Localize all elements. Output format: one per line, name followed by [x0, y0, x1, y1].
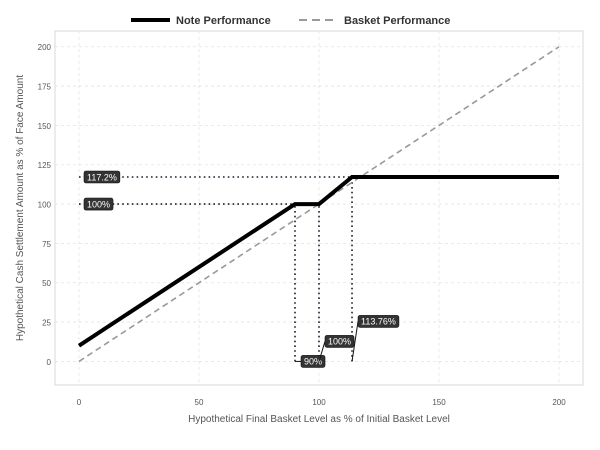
y-tick-label: 200	[38, 43, 52, 52]
annotation-label: 90%	[304, 357, 322, 367]
x-tick-label: 50	[195, 398, 204, 407]
annotation-label: 100%	[87, 199, 110, 209]
annotation-label-box	[324, 335, 355, 348]
legend-label-note-performance: Note Performance	[176, 15, 271, 27]
y-tick-label: 175	[38, 83, 52, 92]
x-tick-label: 100	[312, 398, 326, 407]
y-tick-label: 100	[38, 201, 52, 210]
reference-lines	[79, 176, 353, 362]
annotation-label-box	[83, 170, 121, 184]
annotation-label-box	[83, 197, 114, 211]
y-axis-label: Hypothetical Cash Settlement Amount as %…	[15, 75, 26, 341]
y-tick-label: 75	[42, 240, 51, 249]
y-tick-label: 25	[42, 319, 51, 328]
annotation-label-box	[357, 315, 400, 328]
y-tick-label: 0	[47, 358, 52, 367]
y-tick-label: 125	[38, 161, 52, 170]
series-line-note-performance	[77, 175, 559, 348]
annotation-label-box	[300, 355, 326, 368]
annotation-label: 117.2%	[87, 172, 117, 182]
series-lines	[77, 46, 560, 363]
x-axis-label: Hypothetical Final Basket Level as % of …	[188, 414, 450, 425]
annotations: 117.2% 100% 90% 100% 113.76%	[83, 170, 400, 368]
x-tick-label: 0	[77, 398, 82, 407]
gridlines	[54, 30, 584, 386]
y-tick-label: 150	[38, 122, 52, 131]
legend-label-basket-performance: Basket Performance	[344, 15, 450, 27]
series-line-basket-performance	[78, 46, 560, 363]
x-tick-label: 150	[432, 398, 446, 407]
x-tick-label: 200	[552, 398, 566, 407]
legend: Note Performance Basket Performance	[131, 15, 450, 27]
annotation-leader	[351, 321, 359, 362]
y-tick-label: 50	[42, 279, 51, 288]
annotation-leader	[318, 341, 326, 362]
annotation-label: 100%	[328, 337, 351, 347]
annotation-label: 113.76%	[361, 317, 396, 327]
tick-labels: 0 50 100 150 200 0 25 50 75 100 125 150 175 200	[38, 43, 567, 407]
